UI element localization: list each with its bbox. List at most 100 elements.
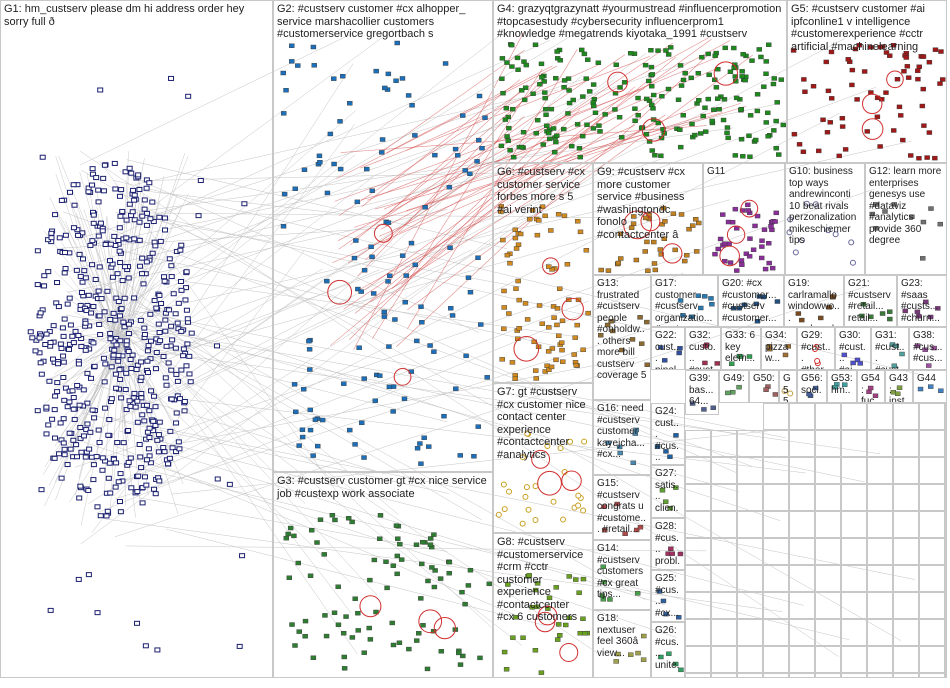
group-box [711, 565, 737, 592]
node [316, 153, 323, 159]
node [107, 330, 114, 336]
node [660, 598, 667, 604]
node [849, 82, 855, 88]
node [285, 531, 291, 537]
node [27, 329, 34, 335]
node [367, 577, 373, 583]
group-label: G31: #cust... #cust... [875, 330, 905, 370]
node [184, 341, 191, 347]
edge [62, 60, 695, 275]
node [144, 348, 151, 354]
edge [139, 127, 734, 212]
node [390, 642, 397, 648]
group-box [711, 484, 737, 511]
node [87, 242, 94, 248]
node [550, 498, 557, 505]
group-box [763, 619, 789, 646]
node [173, 449, 180, 455]
node [385, 220, 392, 225]
node [616, 444, 623, 450]
node [139, 500, 146, 506]
group-box: G4: grazyqtgrazynatt #yourmustread #infl… [493, 0, 787, 163]
edge [175, 268, 323, 356]
node [523, 62, 530, 68]
node [509, 64, 515, 69]
node [773, 146, 779, 151]
node [564, 262, 571, 267]
node [172, 311, 179, 317]
node [766, 344, 773, 349]
node [696, 98, 702, 103]
group-box: G8: #custserv #customerservice #crm #cct… [493, 533, 593, 678]
node [164, 461, 171, 467]
group-label: G23: #saas #custs... #churn... [901, 278, 940, 324]
node [537, 82, 543, 87]
node [868, 314, 874, 319]
node [143, 222, 150, 228]
edge [124, 339, 184, 485]
node [883, 90, 889, 95]
node [523, 484, 530, 491]
node [467, 171, 473, 176]
group-box [737, 565, 763, 592]
node [77, 273, 84, 279]
node [425, 578, 431, 584]
node [517, 231, 524, 237]
group-box: G34: pizza w... [761, 327, 797, 370]
node [849, 67, 856, 73]
node [147, 216, 154, 222]
node [36, 335, 43, 341]
edge [135, 298, 492, 628]
node [147, 356, 154, 362]
group-box: G23: #saas #custs... #churn... [897, 275, 947, 327]
self-loop [433, 617, 456, 640]
node [719, 212, 726, 217]
node [143, 402, 150, 408]
node [529, 208, 536, 213]
edge [120, 152, 186, 349]
edge [357, 79, 544, 277]
edge [76, 439, 677, 638]
edge [127, 228, 141, 331]
edge [386, 65, 553, 154]
node [736, 306, 742, 311]
edge [147, 346, 448, 423]
node [128, 485, 135, 491]
node [213, 343, 220, 349]
node [499, 56, 506, 61]
node [178, 287, 185, 293]
node [502, 117, 509, 122]
edge [175, 234, 514, 394]
self-loop [726, 225, 746, 244]
edge [82, 412, 450, 494]
node [85, 292, 92, 298]
node [705, 96, 712, 102]
edge [118, 330, 128, 460]
node [673, 433, 679, 438]
node [761, 294, 767, 300]
group-box: G30: #cust... #ai... [835, 327, 871, 370]
node [110, 352, 117, 358]
group-box [685, 592, 711, 619]
node [128, 366, 135, 372]
node [634, 591, 641, 596]
node [532, 42, 539, 47]
group-box: G32: custo... #cust... [685, 327, 721, 370]
node [322, 613, 328, 618]
group-label: G43: inst... [889, 373, 908, 403]
node [50, 356, 57, 362]
edge [81, 169, 902, 641]
node [114, 271, 121, 277]
group-label: G29: #cust... #ther... [801, 330, 831, 370]
node [499, 357, 505, 362]
group-box [945, 619, 947, 646]
node [56, 235, 63, 241]
node [566, 297, 572, 302]
node [896, 104, 903, 110]
node [920, 219, 927, 225]
group-box [685, 538, 711, 565]
node [635, 650, 641, 656]
node [753, 137, 759, 143]
node [183, 307, 190, 313]
node [356, 345, 362, 350]
